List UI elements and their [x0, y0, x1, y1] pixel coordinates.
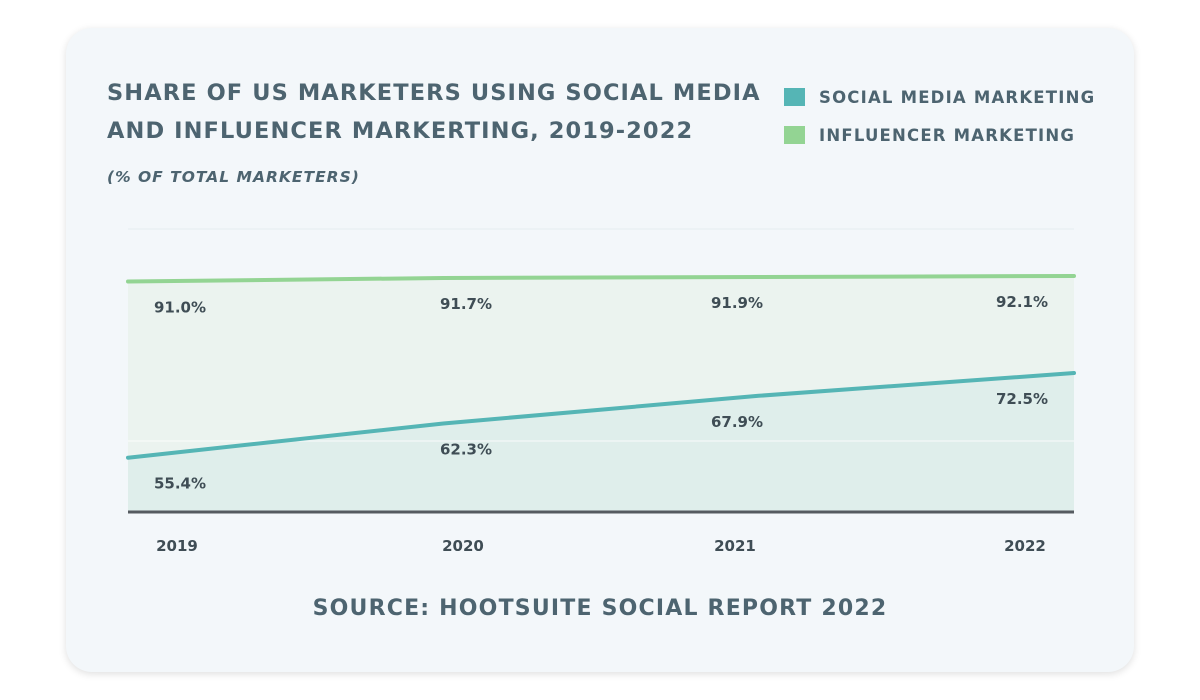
data-label-social-media: 55.4% [154, 475, 206, 493]
x-tick-label: 2022 [1004, 537, 1046, 555]
area-fill-social-media [128, 373, 1074, 512]
data-label-social-media: 67.9% [711, 413, 763, 431]
series-line-influencer [126, 274, 1076, 284]
data-label-influencer: 91.7% [440, 295, 492, 313]
data-label-social-media: 62.3% [440, 441, 492, 459]
source-note: Source: Hootsuite Social Report 2022 [312, 596, 888, 621]
chart-title: Share of US marketers using social media… [107, 80, 761, 144]
legend-swatch-social-media [784, 88, 805, 106]
data-label-influencer: 92.1% [996, 293, 1048, 311]
legend-label-influencer: Influencer marketing [819, 125, 1076, 145]
legend-item-social-media: Social media marketing [784, 78, 1095, 116]
x-tick-label: 2019 [156, 537, 198, 555]
x-tick-label: 2020 [442, 537, 484, 555]
legend-item-influencer: Influencer marketing [784, 116, 1095, 154]
chart-legend: Social media marketing Influencer market… [784, 78, 1095, 154]
data-label-social-media: 72.5% [996, 390, 1048, 408]
chart-subtitle: (% of total marketers) [107, 168, 360, 186]
data-label-influencer: 91.0% [154, 298, 206, 316]
series-line-social-media [126, 371, 1076, 460]
x-tick-label: 2021 [714, 537, 756, 555]
data-label-influencer: 91.9% [711, 294, 763, 312]
legend-label-social-media: Social media marketing [819, 87, 1096, 107]
legend-swatch-influencer [784, 126, 805, 144]
